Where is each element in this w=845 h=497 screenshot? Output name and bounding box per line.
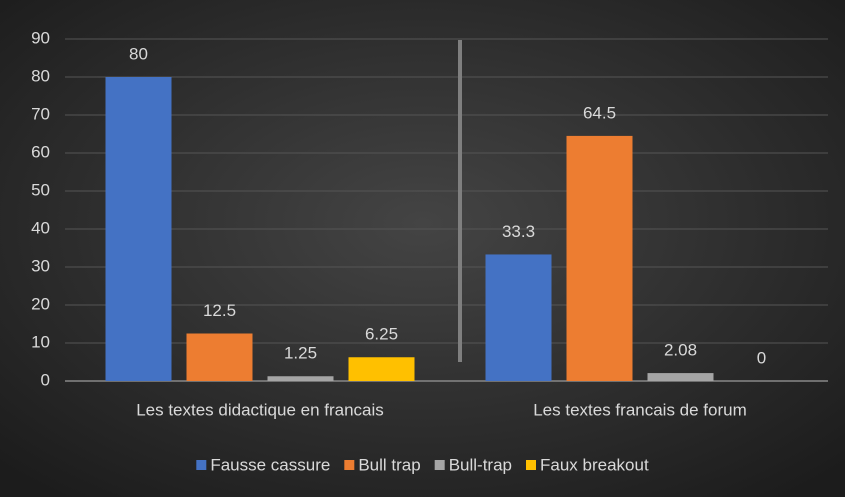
data-label: 80: [129, 44, 148, 63]
legend-swatch: [344, 460, 355, 470]
data-label: 33.3: [502, 222, 535, 241]
bar: [566, 135, 633, 381]
x-tick-label: Les textes francais de forum: [533, 400, 747, 419]
y-tick-label: 90: [31, 28, 50, 47]
data-label: 1.25: [284, 344, 317, 363]
x-tick-label: Les textes didactique en francais: [136, 400, 384, 419]
data-label: 0: [757, 348, 766, 367]
legend-label: Bull-trap: [449, 455, 512, 474]
legend-swatch: [434, 460, 445, 470]
data-label: 12.5: [203, 301, 236, 320]
y-tick-label: 0: [41, 370, 50, 389]
legend-label: Fausse cassure: [210, 455, 330, 474]
bar: [647, 373, 714, 381]
bar: [186, 333, 253, 381]
y-tick-label: 10: [31, 332, 50, 351]
bar: [348, 357, 415, 381]
y-tick-label: 70: [31, 104, 50, 123]
legend-swatch: [526, 460, 536, 470]
y-tick-label: 50: [31, 180, 50, 199]
data-label: 6.25: [365, 325, 398, 344]
y-tick-label: 30: [31, 256, 50, 275]
bar: [105, 77, 172, 381]
y-tick-label: 40: [31, 218, 50, 237]
legend-label: Faux breakout: [540, 455, 649, 474]
y-tick-label: 20: [31, 294, 50, 313]
data-label: 64.5: [583, 103, 616, 122]
bar: [485, 254, 552, 381]
y-tick-label: 60: [31, 142, 50, 161]
data-label: 2.08: [664, 341, 697, 360]
legend-swatch: [196, 460, 207, 470]
legend-label: Bull trap: [358, 455, 420, 474]
bar: [267, 376, 334, 381]
y-tick-label: 80: [31, 66, 50, 85]
